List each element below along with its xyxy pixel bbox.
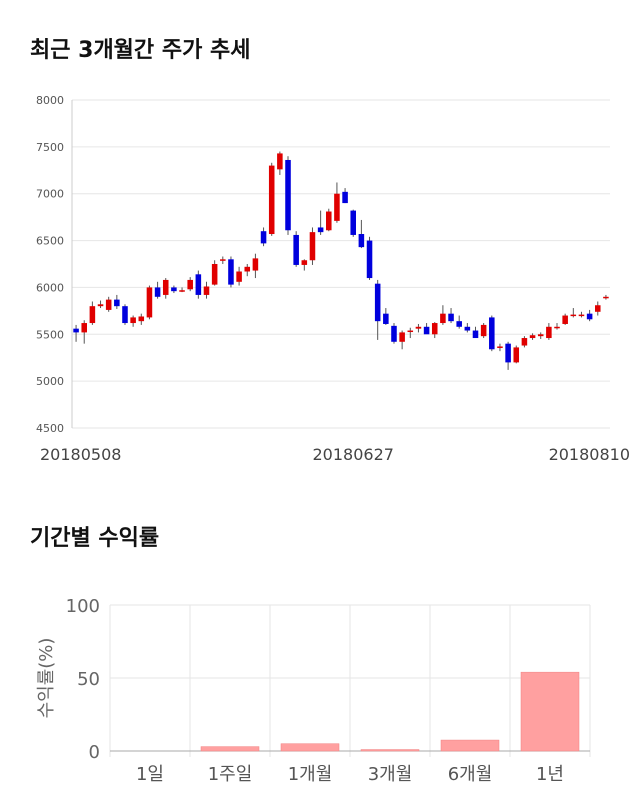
candle-body (146, 287, 153, 318)
candle-body (334, 193, 340, 221)
candle-body (105, 299, 112, 310)
candle-body (130, 317, 136, 324)
y-tick-label: 8000 (36, 94, 64, 107)
y-tick-label: 5500 (36, 328, 64, 341)
x-category-label: 6개월 (448, 764, 493, 785)
candle-body (399, 332, 405, 342)
return-bar (200, 746, 260, 752)
candle-body (350, 210, 356, 235)
x-category-label: 1주일 (208, 764, 253, 785)
y-tick-label: 0 (89, 742, 100, 763)
x-tick-label: 20180810 (549, 445, 630, 464)
return-bar (440, 739, 500, 752)
candle-body (554, 326, 560, 329)
candle-body (578, 314, 585, 317)
candle-body (81, 323, 87, 333)
candle-body (562, 315, 568, 324)
price-trend-title: 최근 3개월간 주가 추세 (30, 38, 251, 63)
candle-body (521, 338, 528, 346)
candle-body (268, 165, 275, 235)
candle-body (326, 211, 332, 231)
x-tick-label: 20180508 (40, 445, 121, 464)
candle-body (114, 299, 120, 307)
x-category-label: 1년 (536, 764, 564, 785)
candle-body (277, 153, 283, 170)
candle-body (211, 264, 218, 285)
candle-body (154, 287, 161, 297)
y-tick-label: 5000 (36, 375, 64, 388)
candle-body (228, 259, 234, 285)
candle-body (122, 306, 128, 324)
candle-body (456, 321, 462, 327)
y-tick-label: 7500 (36, 141, 64, 154)
candle-body (195, 274, 202, 295)
candle-body (244, 266, 251, 272)
candle-body (236, 271, 242, 282)
candle-body (570, 314, 577, 317)
candle-body (448, 313, 454, 322)
x-category-label: 1일 (136, 764, 164, 785)
return-bar (280, 743, 340, 752)
candle-body (252, 258, 259, 271)
candle-body (97, 304, 104, 307)
return-bar (520, 671, 580, 752)
candle-body (366, 240, 373, 279)
candle-body (358, 234, 365, 248)
candle-body (179, 290, 185, 292)
candle-body (285, 159, 291, 231)
returns-title: 기간별 수익률 (30, 526, 160, 551)
y-tick-label: 100 (66, 596, 100, 617)
candle-body (513, 347, 520, 363)
candle-body (73, 328, 79, 333)
candle-body (415, 326, 422, 329)
candle-body (497, 346, 503, 348)
candle-body (431, 323, 438, 335)
candle-body (203, 286, 210, 295)
candle-body (407, 330, 414, 333)
candle-body (505, 343, 511, 363)
candle-body (603, 296, 609, 299)
candle-body (537, 334, 544, 337)
candle-body (293, 234, 299, 265)
candle-body (171, 287, 177, 292)
candle-body (472, 330, 479, 339)
candle-body (480, 324, 487, 337)
y-tick-label: 6500 (36, 235, 64, 248)
candle-body (440, 313, 446, 324)
y-tick-label: 4500 (36, 422, 64, 435)
candle-body (220, 259, 226, 261)
candle-body (546, 326, 552, 339)
candle-body (138, 316, 145, 322)
y-axis-label: 수익률(%) (36, 638, 57, 719)
return-bar (360, 749, 420, 752)
candle-body (489, 317, 495, 350)
candle-body (374, 283, 381, 322)
candlestick-chart: 4500 5000 5500 6000 6500 7000 7500 8000 20180508… (36, 94, 630, 464)
candle-body (301, 260, 308, 265)
candle-body (162, 279, 169, 295)
x-category-label: 1개월 (288, 764, 333, 785)
y-tick-label: 50 (77, 669, 100, 690)
candle-body (423, 326, 430, 335)
returns-bar-chart: 0 50 100 1일 1주일 1개월 3개월 6개월 1년 수익률(%) (36, 596, 591, 785)
candle-body (391, 325, 397, 342)
y-tick-label: 6000 (36, 281, 64, 294)
candle-body (383, 313, 389, 324)
x-tick-label: 20180627 (313, 445, 394, 464)
candle-body (187, 279, 193, 290)
y-tick-label: 7000 (36, 188, 64, 201)
candle-body (317, 227, 324, 233)
x-category-label: 3개월 (368, 764, 413, 785)
candle-body (595, 305, 601, 312)
candle-body (309, 232, 316, 261)
candle-body (529, 335, 536, 339)
candle-body (464, 326, 471, 331)
candle-body (342, 191, 348, 204)
candle-body (586, 313, 593, 320)
candle-body (89, 306, 96, 324)
candle-body (260, 231, 267, 244)
